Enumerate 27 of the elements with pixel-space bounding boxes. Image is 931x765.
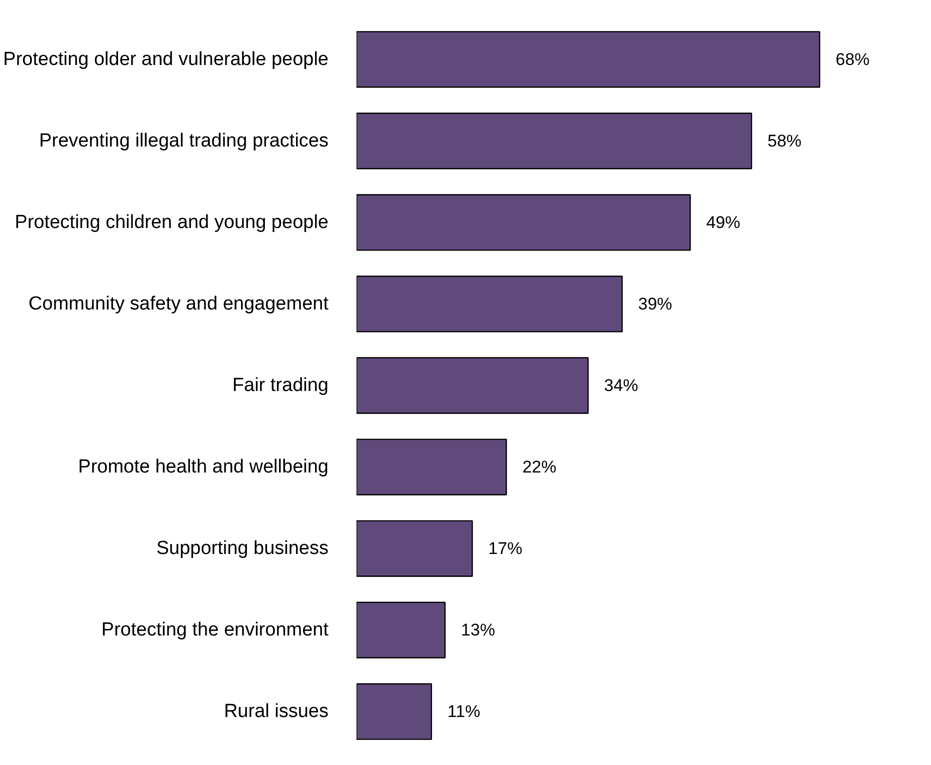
y-tick-label: Community safety and engagement — [28, 293, 330, 314]
data-label: 34% — [604, 376, 638, 395]
data-label: 68% — [836, 50, 870, 69]
y-tick-label: Promote health and wellbeing — [78, 456, 329, 478]
y-tick-label: Protecting children and young people — [14, 212, 329, 233]
y-tick-label: Preventing illegal trading practices — [39, 130, 329, 152]
bar — [356, 31, 820, 88]
y-tick-label: Protecting the environment — [101, 620, 330, 641]
data-label: 22% — [522, 458, 556, 477]
bar — [356, 276, 623, 332]
bar — [356, 520, 473, 577]
bar — [356, 438, 507, 496]
data-label: 49% — [706, 212, 740, 232]
bar — [356, 357, 589, 414]
y-tick-label: Supporting business — [156, 538, 329, 560]
y-tick-label: Rural issues — [224, 701, 329, 722]
y-tick-label: Protecting older and vulnerable people — [3, 48, 329, 70]
y-tick-label: Fair trading — [232, 375, 329, 396]
bar — [356, 602, 446, 658]
data-label: 17% — [488, 539, 522, 558]
data-label: 58% — [768, 131, 802, 150]
bar — [356, 194, 691, 251]
bar — [356, 683, 432, 740]
data-label: 13% — [461, 620, 496, 640]
data-label: 11% — [447, 702, 480, 722]
bar — [356, 112, 752, 170]
data-label: 39% — [638, 294, 672, 314]
